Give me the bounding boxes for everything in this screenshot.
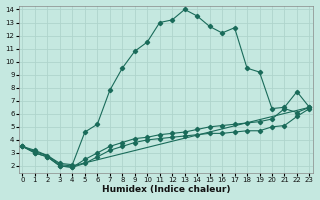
X-axis label: Humidex (Indice chaleur): Humidex (Indice chaleur) — [102, 185, 230, 194]
